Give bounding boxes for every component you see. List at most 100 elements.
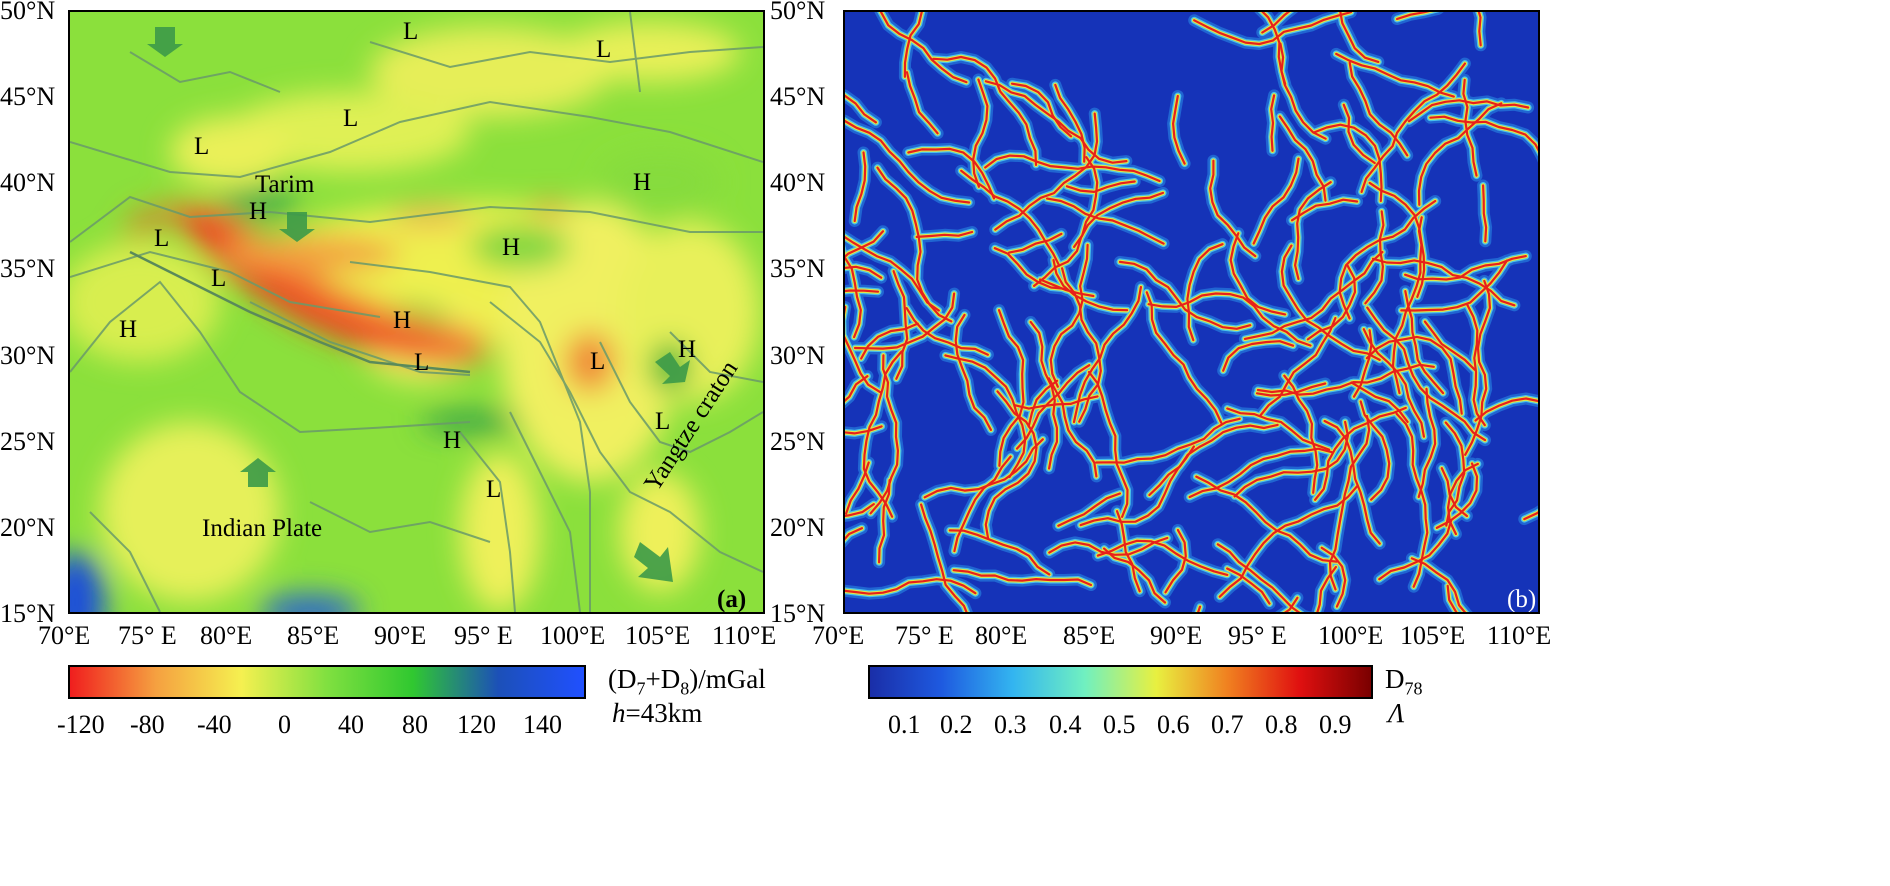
edge-line (1477, 12, 1482, 47)
edge-line (1015, 364, 1091, 450)
lat-tick-label: 40°N (0, 168, 56, 197)
edge-line (903, 12, 923, 78)
edge-line (1014, 395, 1099, 410)
colorbar-tick-label: -40 (197, 710, 232, 739)
colorbar-title-subscript: 8 (680, 678, 690, 699)
edge-line (944, 354, 1027, 479)
panel-b-colorbar-title: D78 (1385, 663, 1423, 700)
edge-line (1462, 78, 1478, 177)
label-high: H (502, 234, 521, 261)
colorbar-tick-label: 0.2 (940, 710, 973, 739)
lat-tick-label: 50°N (0, 0, 56, 25)
label-low: L (154, 225, 170, 252)
lat-tick-label: 15°N (770, 599, 826, 628)
edge-line (862, 350, 903, 518)
edge-line (1047, 377, 1098, 478)
colorbar-title-part: )/mGal (689, 664, 766, 694)
label-tarim: Tarim (255, 171, 315, 198)
edge-line (1365, 335, 1463, 415)
colorbar-title-part: +D (645, 664, 681, 694)
label-high: H (678, 336, 697, 363)
lat-tick-label: 20°N (0, 513, 56, 542)
edge-line (1033, 191, 1165, 287)
lon-tick-label: 80°E (200, 621, 253, 650)
edge-line (845, 425, 883, 435)
edge-line (954, 313, 992, 431)
lon-tick-label: 100°E (1318, 621, 1384, 650)
edge-line (1444, 421, 1466, 527)
panel-a-map: L L L L Tarim H H L H L H H H L L L H L … (68, 10, 765, 614)
edge-line-layer (845, 12, 1538, 612)
lat-tick-label: 45°N (770, 82, 826, 111)
edge-line (1195, 475, 1338, 563)
edge-line (1342, 103, 1376, 165)
edge-line (952, 569, 1093, 587)
lon-tick-label: 110°E (1487, 621, 1552, 650)
edge-line (845, 119, 971, 204)
lon-tick-label: 80°E (975, 621, 1028, 650)
edge-line (1216, 543, 1301, 612)
edge-line (1290, 198, 1359, 222)
label-high: H (393, 307, 412, 334)
edge-line (1095, 417, 1241, 464)
edge-line (1188, 447, 1333, 499)
edge-line (923, 438, 1044, 499)
edge-line (1027, 379, 1059, 428)
edge-line (1362, 328, 1425, 438)
edge-line (1435, 462, 1479, 529)
edge-line (1323, 419, 1381, 545)
edge-line (1052, 258, 1129, 312)
edge-line (845, 375, 869, 402)
lat-tick-label: 25°N (0, 427, 56, 456)
panel-b-colorbar-symbol: Λ (1388, 698, 1405, 728)
edge-line (869, 354, 899, 515)
panel-a-tag: (a) (717, 586, 747, 613)
edge-line (1417, 102, 1503, 206)
label-low: L (486, 476, 502, 503)
edge-line (1466, 303, 1486, 427)
edge-line (879, 12, 968, 84)
lon-tick-label: 105°E (1400, 621, 1466, 650)
edge-line (1261, 12, 1287, 86)
edge-line (1148, 423, 1279, 497)
colorbar-title-part: D (1385, 664, 1405, 694)
panel-a-colorbar-title: (D7+D8)/mGal (608, 663, 766, 700)
edge-line (915, 230, 974, 238)
lon-tick-label: 85°E (1063, 621, 1116, 650)
colorbar-tick-label: 0.1 (888, 710, 921, 739)
edge-line (845, 254, 862, 339)
edge-line (845, 503, 875, 517)
edge-line (1147, 292, 1312, 347)
lon-tick-label: 100°E (540, 621, 606, 650)
edge-line (1283, 374, 1319, 494)
colorbar-title-subscript: 78 (1404, 678, 1423, 699)
lon-tick-label: 110°E (712, 621, 777, 650)
edge-line (905, 307, 989, 356)
edge-line (1316, 565, 1337, 612)
colorbar-tick-label: 0.7 (1211, 710, 1244, 739)
edge-line (1364, 210, 1385, 305)
edge-line (1320, 546, 1347, 608)
edge-line (878, 479, 891, 564)
label-low: L (403, 18, 419, 45)
edge-line (1482, 184, 1488, 243)
edge-line (997, 309, 1025, 467)
edge-line (1008, 232, 1063, 254)
edge-line (845, 265, 883, 279)
colorbar-tick-label: 0.4 (1049, 710, 1082, 739)
edge-line (1252, 157, 1300, 245)
lon-tick-label: 75° E (118, 621, 177, 650)
edge-line (1145, 291, 1223, 424)
panel-b-map: (b) (843, 10, 1540, 614)
lon-tick-label: 85°E (287, 621, 340, 650)
panel-b-colorbar (868, 665, 1373, 699)
label-low: L (596, 36, 612, 63)
lat-tick-label: 45°N (0, 82, 56, 111)
edge-line (853, 292, 956, 350)
edge-line (1312, 123, 1383, 203)
edge-line (1350, 381, 1409, 423)
label-low: L (590, 348, 606, 375)
edge-line (845, 230, 885, 259)
edge-line (1371, 257, 1516, 307)
height-value: =43km (625, 698, 703, 728)
